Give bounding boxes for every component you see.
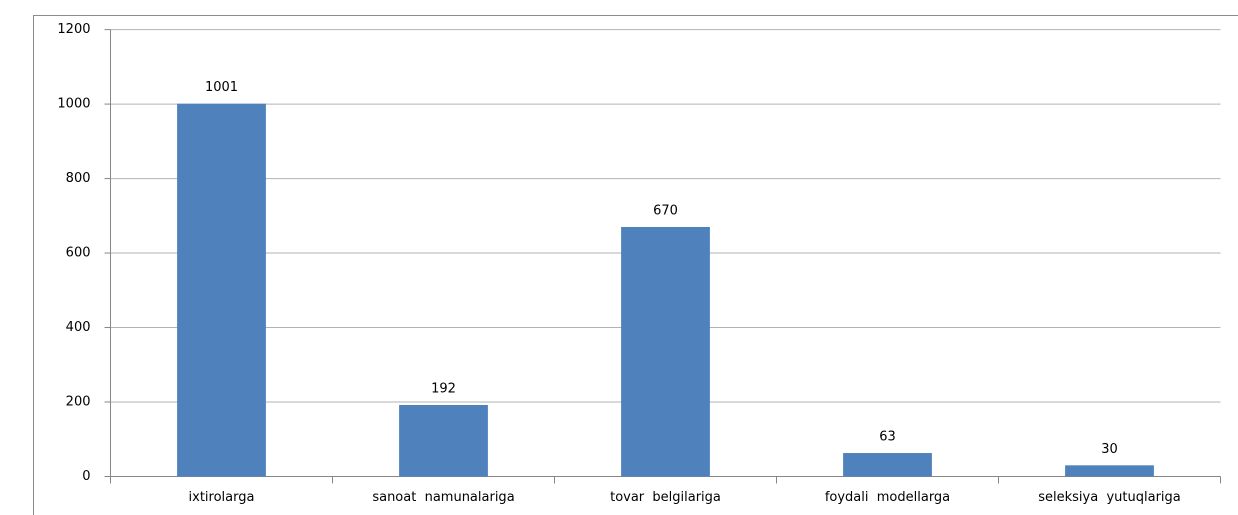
data-label: 192 [431, 381, 456, 396]
chart-frame [33, 15, 1238, 515]
data-label: 1001 [205, 80, 238, 95]
data-label: 670 [653, 203, 678, 218]
x-tick-label: foydali modellarga [825, 490, 950, 505]
x-tick-label: seleksiya yutuqlariga [1038, 490, 1181, 505]
bar [843, 453, 932, 477]
bar [177, 103, 266, 477]
x-tick-label: tovar belgilariga [610, 490, 721, 505]
y-tick-label: 0 [82, 469, 90, 484]
bar [399, 404, 488, 477]
y-tick-label: 1200 [57, 22, 90, 37]
bar [1065, 465, 1154, 477]
y-tick-label: 400 [66, 320, 91, 335]
data-label: 30 [1101, 442, 1118, 457]
x-tick-label: sanoat namunalariga [372, 490, 514, 505]
y-tick-label: 600 [66, 246, 91, 261]
y-tick-label: 800 [66, 171, 91, 186]
y-tick-label: 1000 [57, 97, 90, 112]
data-label: 63 [879, 430, 896, 445]
y-tick-label: 200 [66, 395, 91, 410]
bar [621, 226, 710, 477]
x-tick-label: ixtirolarga [189, 490, 255, 505]
